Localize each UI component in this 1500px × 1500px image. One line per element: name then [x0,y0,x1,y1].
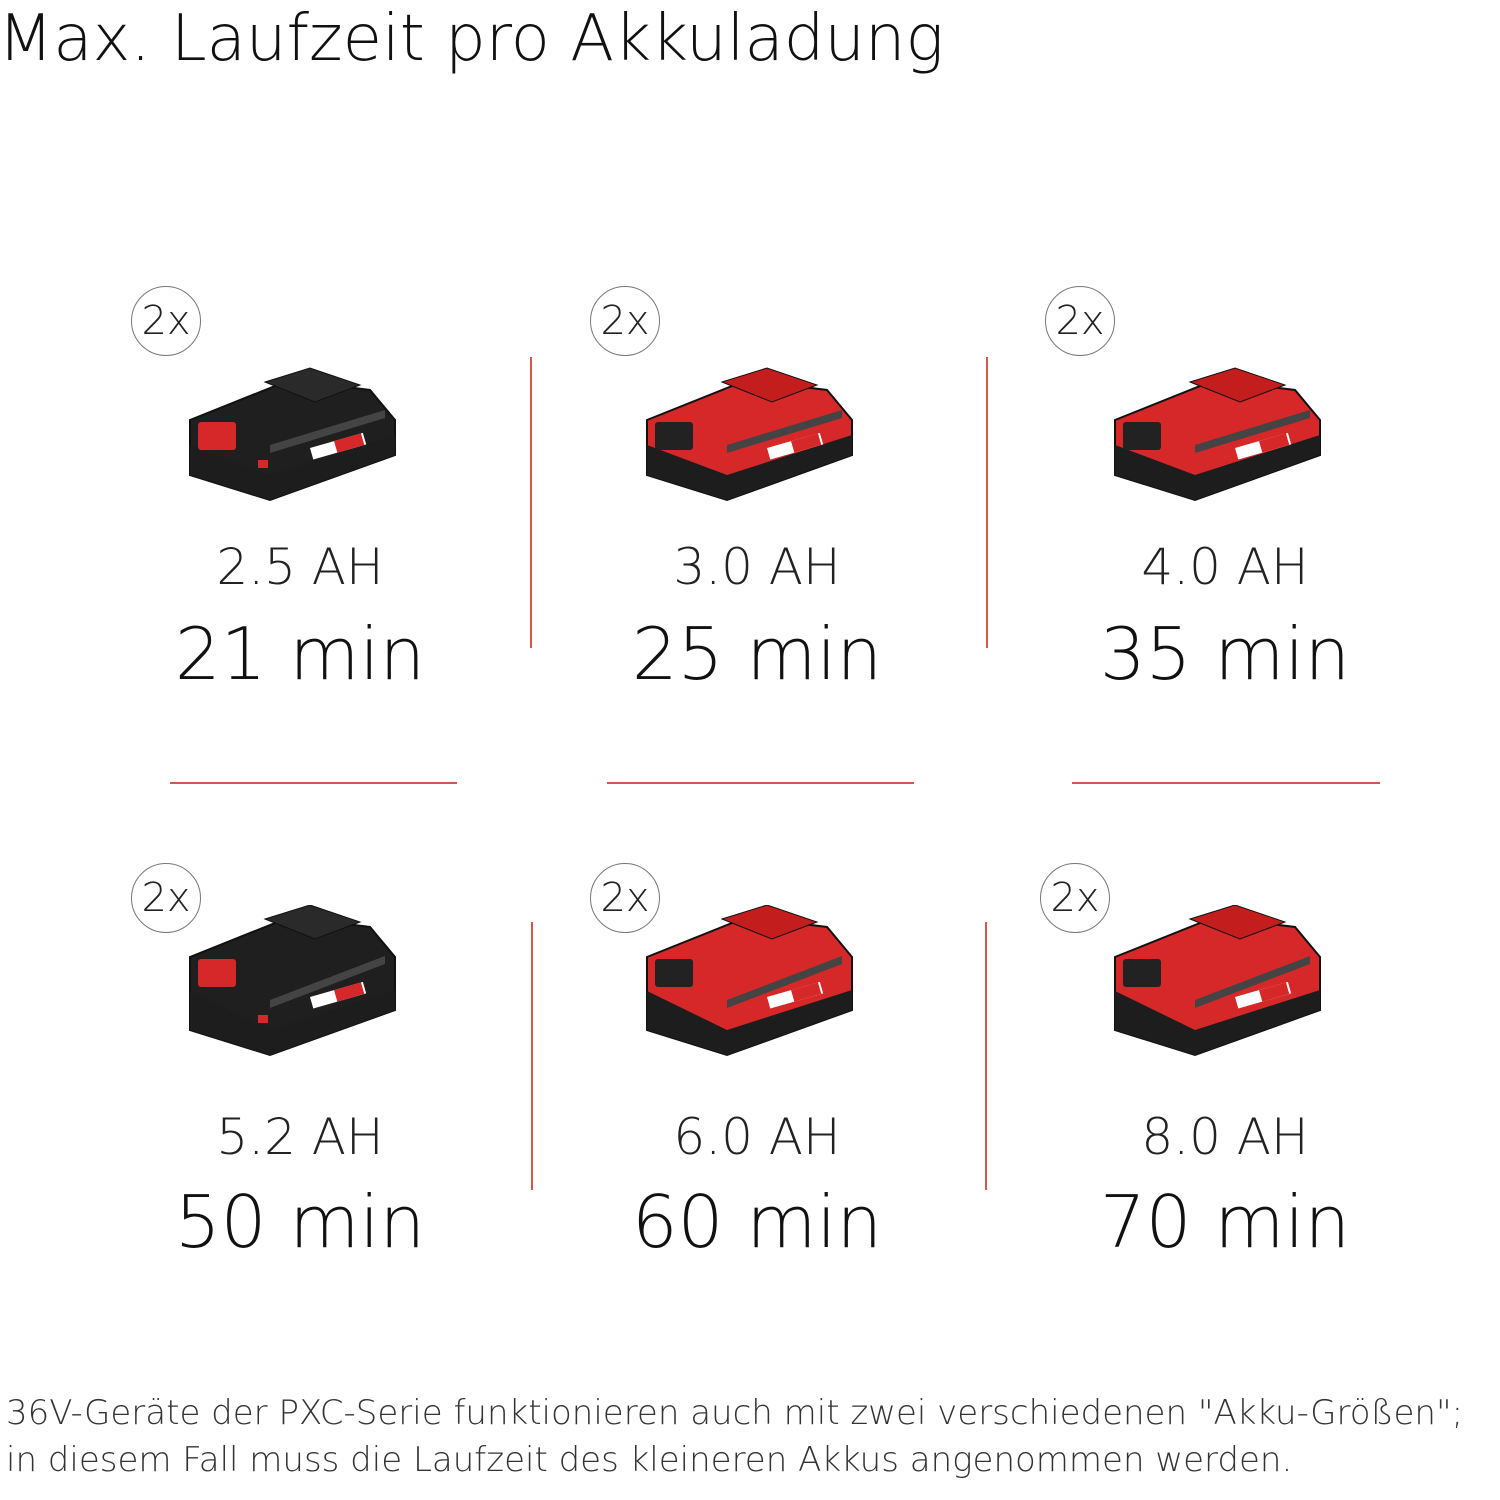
battery-shape [655,959,693,987]
footnote: 36V-Geräte der PXC-Serie funktionieren a… [6,1390,1463,1484]
battery-5-2ah-icon [170,904,410,1065]
footnote-line-2: in diesem Fall muss die Laufzeit des kle… [6,1440,1293,1480]
battery-3-0ah-icon [627,350,867,510]
runtime-label: 25 min [631,612,883,696]
page-title: Max. Laufzeit pro Akkuladung [0,2,944,76]
battery-shape [258,1015,268,1023]
runtime-label: 70 min [1099,1180,1351,1264]
battery-shape [1123,959,1161,987]
divider-vertical [985,922,987,1190]
battery-shape [263,367,362,403]
quantity-badge: 2x [1045,286,1115,356]
runtime-label: 60 min [631,1180,883,1264]
quantity-badge: 2x [131,286,201,356]
battery-shape [1188,367,1287,403]
battery-shape [791,982,822,1002]
battery-shape [1123,422,1161,450]
battery-shape [647,435,852,500]
battery-shape [720,367,819,403]
battery-shape [727,956,842,1008]
divider-horizontal [1072,782,1380,784]
footnote-line-1: 36V-Geräte der PXC-Serie funktionieren a… [6,1393,1464,1433]
divider-horizontal [607,782,914,784]
battery-shape [189,367,396,502]
capacity-label: 8.0 AH [1141,1108,1309,1166]
divider-vertical [531,922,533,1190]
battery-8-0ah-icon [1095,904,1335,1065]
quantity-badge: 2x [131,863,201,933]
battery-shape [1195,410,1310,453]
battery-shape [198,422,236,450]
battery-shape [1115,990,1320,1055]
capacity-label: 5.2 AH [216,1108,384,1166]
battery-shape [1195,956,1310,1008]
battery-shape [189,904,396,1057]
quantity-badge: 2x [590,863,660,933]
battery-shape [1188,904,1287,940]
runtime-label: 50 min [174,1180,426,1264]
battery-shape [727,410,842,453]
quantity-badge: 2x [590,286,660,356]
battery-shape [791,433,822,453]
divider-vertical [986,357,988,648]
battery-shape [263,904,362,940]
battery-shape [1183,1015,1193,1023]
battery-shape [334,433,365,453]
battery-6-0ah-icon [627,904,867,1065]
battery-shape [198,959,236,987]
capacity-label: 3.0 AH [673,538,841,596]
battery-shape [1114,367,1321,502]
battery-4-0ah-icon [1095,350,1335,510]
battery-shape [190,435,395,500]
battery-2-5ah-icon [170,350,410,510]
capacity-label: 4.0 AH [1141,538,1309,596]
battery-shape [1183,460,1193,468]
battery-shape [1259,433,1290,453]
battery-shape [1115,435,1320,500]
battery-shape [258,460,268,468]
capacity-label: 2.5 AH [216,538,384,596]
battery-shape [270,956,385,1008]
battery-shape [1114,904,1321,1057]
runtime-label: 21 min [174,612,426,696]
battery-shape [646,904,853,1057]
runtime-label: 35 min [1099,612,1351,696]
battery-shape [1259,982,1290,1002]
battery-shape [715,1015,725,1023]
battery-shape [270,410,385,453]
divider-horizontal [170,782,457,784]
battery-shape [647,990,852,1055]
battery-shape [646,367,853,502]
capacity-label: 6.0 AH [673,1108,841,1166]
battery-shape [190,990,395,1055]
battery-shape [334,982,365,1002]
quantity-badge: 2x [1040,863,1110,933]
battery-shape [720,904,819,940]
battery-shape [655,422,693,450]
divider-vertical [530,357,532,648]
battery-shape [715,460,725,468]
